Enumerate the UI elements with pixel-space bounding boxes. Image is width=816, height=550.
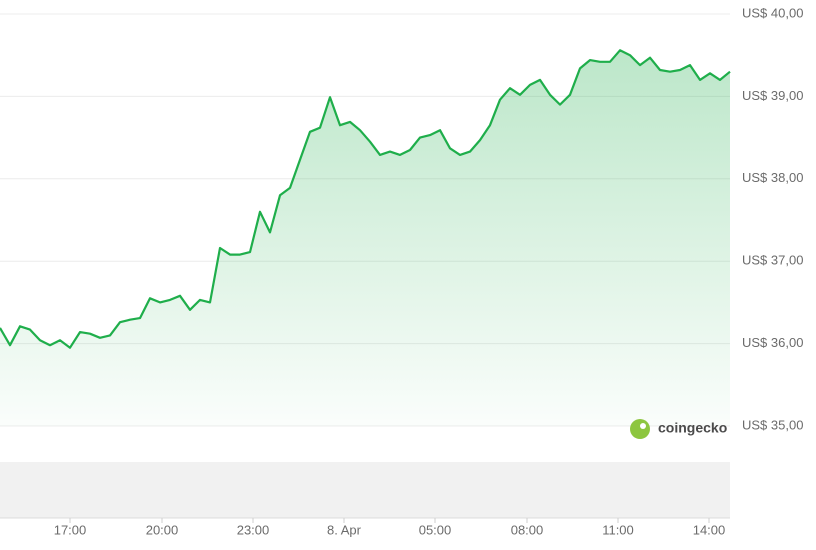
x-tick-label: 08:00	[511, 522, 544, 537]
y-tick-label: US$ 36,00	[742, 335, 803, 350]
area-fill	[0, 50, 730, 427]
logo-eye	[640, 423, 646, 429]
watermark: coingecko	[630, 419, 727, 439]
logo-text: coingecko	[658, 420, 727, 436]
volume-strip	[0, 462, 730, 518]
x-tick-label: 17:00	[54, 522, 87, 537]
logo-icon	[630, 419, 650, 439]
x-tick-label: 14:00	[693, 522, 726, 537]
price-line	[0, 49, 731, 349]
y-tick-label: US$ 39,00	[742, 88, 803, 103]
x-tick-label: 20:00	[146, 522, 179, 537]
y-tick-label: US$ 35,00	[742, 417, 803, 432]
x-tick-label: 8. Apr	[327, 522, 362, 537]
y-tick-label: US$ 40,00	[742, 5, 803, 20]
y-tick-label: US$ 38,00	[742, 170, 803, 185]
y-tick-label: US$ 37,00	[742, 253, 803, 268]
x-tick-label: 05:00	[419, 522, 452, 537]
x-tick-label: 23:00	[237, 522, 270, 537]
x-tick-label: 11:00	[602, 522, 634, 537]
